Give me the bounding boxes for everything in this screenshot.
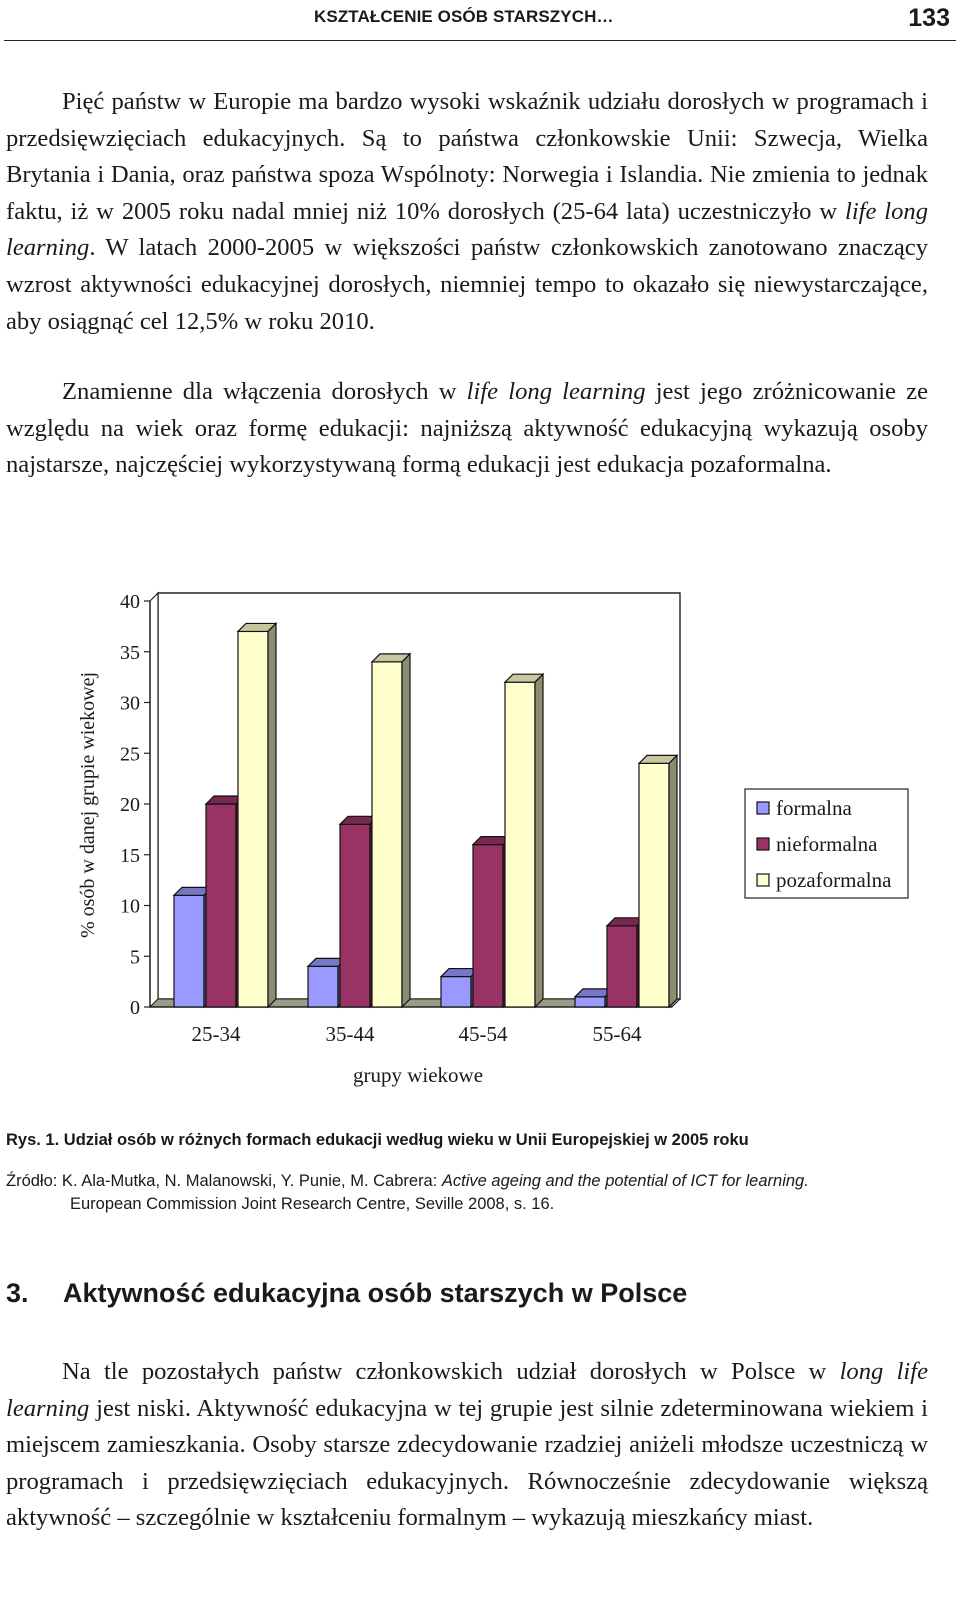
section-number: 3.	[6, 1278, 29, 1308]
paragraph-2: Znamienne dla włączenia dorosłych w life…	[6, 374, 928, 484]
paragraph-3: Na tle pozostałych państw członkowskich …	[6, 1354, 928, 1537]
bar-pozaformalna-25-34	[237, 630, 269, 1008]
source-title: Active ageing and the potential of ICT f…	[441, 1172, 809, 1190]
legend-swatch-pozaformalna	[756, 873, 770, 887]
bar-chart: 0 5 10 15 20 25 30 35 40 25-34 35-44 45-54 55-64 grup…	[77, 591, 909, 1087]
bar-nieformalna-45-54	[472, 844, 504, 1008]
running-title: KSZTAŁCENIE OSÓB STARSZYCH…	[314, 7, 614, 26]
section-heading: 3. Aktywność edukacyjna osób starszych w …	[6, 1278, 687, 1309]
paragraph-1-text-a: Pięć państw w Europie ma bardzo wysoki w…	[6, 88, 928, 225]
bar-formalna-45-54	[440, 975, 472, 1008]
y-tick-label: 30	[120, 693, 140, 715]
figure-caption: Rys. 1. Udział osób w różnych formach ed…	[6, 1131, 749, 1149]
legend-label-formalna: formalna	[776, 796, 852, 820]
bar-formalna-35-44	[307, 965, 339, 1008]
x-tick-label: 55-64	[593, 1022, 642, 1046]
y-tick-label: 10	[120, 896, 140, 918]
bar-nieformalna-35-44	[339, 823, 371, 1008]
paragraph-1-text-b: . W latach 2000-2005 w większości państw…	[6, 234, 928, 335]
legend-label-pozaformalna: pozaformalna	[776, 868, 892, 892]
bar-pozaformalna-45-54	[504, 681, 536, 1008]
section-title: Aktywność edukacyjna osób starszych w Po…	[63, 1278, 688, 1308]
y-tick-label: 15	[120, 845, 140, 867]
bar-side-pozaformalna-25-34	[267, 622, 277, 1009]
y-tick-label: 35	[120, 642, 140, 664]
source-rest: European Commission Joint Research Centr…	[70, 1195, 555, 1213]
y-tick-label: 5	[130, 946, 140, 968]
source-prefix: Źródło: K. Ala-Mutka, N. Malanowski, Y. …	[6, 1172, 442, 1190]
legend-swatch-nieformalna	[756, 837, 770, 851]
x-tick-label: 35-44	[326, 1022, 375, 1046]
paragraph-3-text-b: jest niski. Aktywność edukacyjna w tej g…	[6, 1394, 928, 1532]
page-number: 133	[908, 4, 950, 32]
paragraph-1-emphasis: life long learning	[6, 197, 928, 262]
bar-nieformalna-25-34	[205, 803, 237, 1008]
bar-pozaformalna-55-64	[638, 762, 670, 1008]
bar-side-pozaformalna-35-44	[401, 652, 411, 1009]
y-tick-label: 0	[130, 997, 140, 1019]
paragraph-2-text-a: Znamienne dla włączenia dorosłych w	[62, 378, 467, 405]
bar-formalna-25-34	[173, 894, 205, 1008]
paragraph-2-text-b: jest jego zróżnicowanie ze względu na wi…	[6, 378, 928, 479]
bar-formalna-55-64	[574, 996, 606, 1008]
x-tick-label: 45-54	[459, 1022, 508, 1046]
bar-pozaformalna-35-44	[371, 661, 403, 1008]
bar-side-pozaformalna-55-64	[668, 753, 678, 1009]
y-tick-label: 25	[120, 743, 140, 765]
bar-nieformalna-55-64	[606, 925, 638, 1008]
paragraph-3-emphasis: long life learning	[6, 1358, 928, 1422]
y-axis-title: % osób w danej grupie wiekowej	[77, 672, 99, 938]
y-tick-label: 20	[120, 794, 140, 816]
paragraph-3-text-a: Na tle pozostałych państw członkowskich …	[62, 1358, 840, 1385]
paragraph-2-emphasis: life long learning	[466, 378, 646, 405]
bar-side-pozaformalna-45-54	[534, 672, 544, 1009]
page-header: KSZTAŁCENIE OSÓB STARSZYCH… 133	[4, 0, 956, 41]
legend-box	[744, 788, 909, 899]
chart-side-wall	[149, 591, 159, 1009]
paragraph-1: Pięć państw w Europie ma bardzo wysoki w…	[6, 84, 928, 340]
legend-swatch-formalna	[756, 801, 770, 815]
x-tick-label: 25-34	[192, 1022, 241, 1046]
figure-source: Źródło: K. Ala-Mutka, N. Malanowski, Y. …	[6, 1170, 936, 1216]
x-axis-title: grupy wiekowe	[353, 1063, 483, 1087]
legend-label-nieformalna: nieformalna	[776, 832, 878, 856]
y-tick-label: 40	[120, 591, 140, 613]
